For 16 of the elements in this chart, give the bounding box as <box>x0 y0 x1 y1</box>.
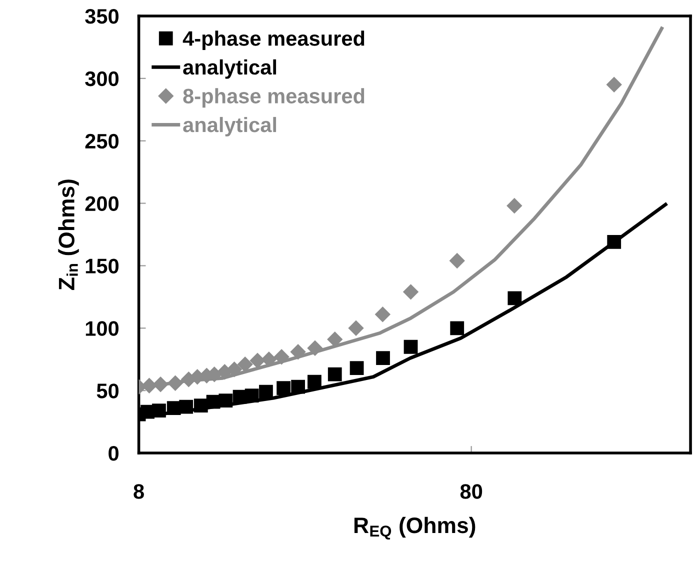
x-tick-label: 80 <box>460 484 482 499</box>
legend-label: 4-phase measured <box>182 30 364 50</box>
y-tick-label: 100 <box>86 321 119 336</box>
y-axis-title: Z$_{in}$ (Ohms) <box>58 180 79 290</box>
y-tick-label: 250 <box>85 134 119 149</box>
y-tick-label: 150 <box>86 258 119 274</box>
y-tick-label: 50 <box>96 384 119 398</box>
y-tick-label: 350 <box>85 8 119 24</box>
x-tick-label: 8 <box>134 484 144 499</box>
y-tick-label: 0 <box>108 446 119 461</box>
y-tick-label: 300 <box>85 71 119 86</box>
x-axis-title: R$_{EQ}$ (Ohms) <box>354 516 476 540</box>
legend-label: analytical <box>183 116 276 136</box>
legend-label: 8-phase measured <box>183 88 364 108</box>
y-tick-label: 200 <box>85 196 119 212</box>
legend-label: analytical <box>183 59 276 79</box>
